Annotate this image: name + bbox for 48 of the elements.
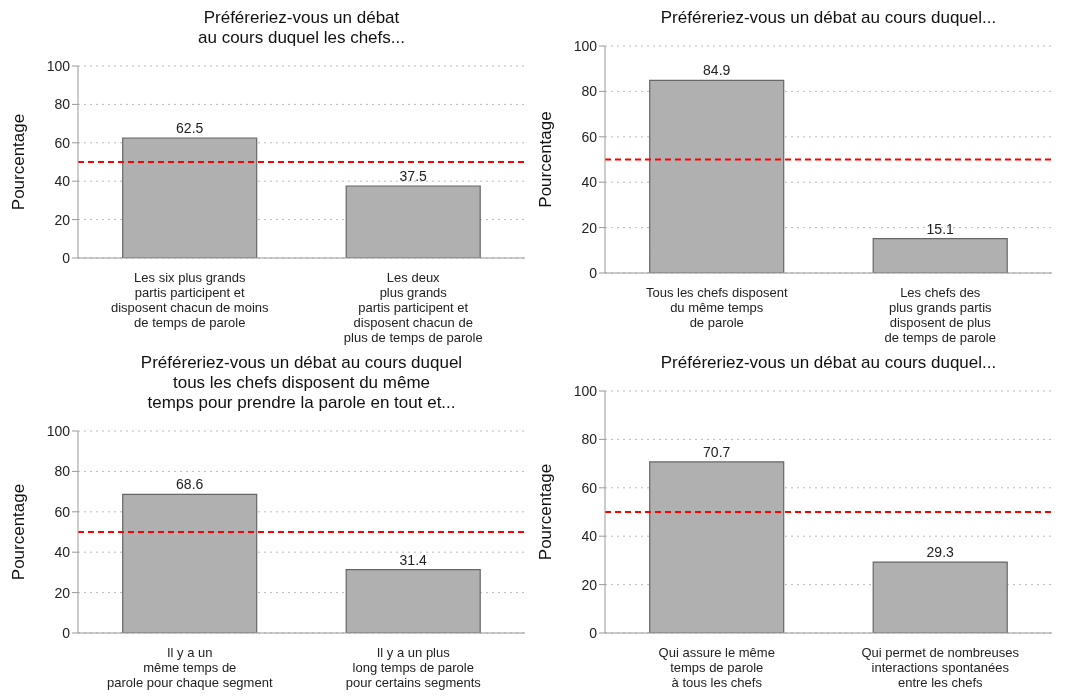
chart-title: Préféreriez-vous un débat au cours duquel tous les chefs disposent du même temps pour prendre la parole en tout et... [140, 353, 463, 412]
y-tick-label: 80 [54, 96, 71, 113]
data-label: 37.5 [399, 168, 428, 184]
x-tick-label: Il y a un même temps de parole pour chaque segment [106, 645, 273, 690]
y-axis-title: Pourcentage [9, 113, 29, 211]
y-tick-label: 100 [573, 37, 598, 54]
y-tick-label: 20 [54, 211, 71, 228]
y-tick-label: 0 [589, 264, 598, 281]
y-tick-label: 100 [573, 382, 598, 399]
y-tick-label: 40 [54, 173, 71, 190]
chart-title: Préféreriez-vous un débat au cours duquel... [660, 8, 997, 27]
y-tick-label: 0 [589, 624, 598, 641]
y-tick-label: 60 [54, 134, 71, 151]
y-tick-label: 60 [54, 503, 71, 520]
x-tick-label: Les six plus grands partis participent et disposent chacun de moins de temps de parole [110, 270, 270, 330]
y-tick-label: 20 [54, 584, 71, 601]
y-tick-label: 20 [581, 219, 598, 236]
data-label: 31.4 [399, 551, 428, 568]
data-label: 84.9 [703, 62, 731, 79]
y-tick-label: 80 [581, 83, 598, 100]
y-tick-label: 40 [54, 544, 71, 561]
data-label: 62.5 [176, 120, 204, 136]
chart-title: Préféreriez-vous un débat au cours duquel... [660, 353, 997, 372]
x-tick-label: Qui permet de nombreuses interactions spontanées entre les chefs [861, 645, 1020, 690]
data-label: 68.6 [176, 476, 204, 493]
y-tick-label: 40 [581, 174, 598, 191]
data-label: 29.3 [926, 544, 955, 561]
y-tick-label: 40 [581, 528, 598, 545]
x-tick-label: Tous les chefs disposent du même temps de parole [645, 285, 788, 330]
data-label: 70.7 [703, 443, 731, 460]
y-axis-title: Pourcentage [536, 111, 556, 208]
y-tick-label: 100 [46, 422, 71, 439]
y-tick-label: 0 [62, 624, 71, 641]
y-tick-label: 0 [62, 249, 71, 266]
y-tick-label: 100 [46, 57, 71, 74]
chart-title: Préféreriez-vous un débat au cours duquel les chefs... [198, 8, 405, 47]
y-axis-title: Pourcentage [9, 483, 29, 581]
y-tick-label: 80 [54, 463, 71, 480]
y-axis-title: Pourcentage [536, 463, 556, 561]
data-label: 15.1 [926, 220, 955, 237]
x-tick-label: Les chefs des plus grands partis disposent de plus de temps de parole [884, 285, 996, 345]
y-tick-label: 60 [581, 479, 598, 496]
x-tick-label: Les deux plus grands partis participent et disposent chacun de plus de temps de parole [343, 270, 483, 345]
y-tick-label: 60 [581, 128, 598, 145]
x-tick-label: Qui assure le même temps de parole à tous les chefs [658, 645, 775, 690]
y-tick-label: 20 [581, 576, 598, 593]
y-tick-label: 80 [581, 431, 598, 448]
x-tick-label: Il y a un plus long temps de parole pour certains segments [345, 645, 482, 690]
